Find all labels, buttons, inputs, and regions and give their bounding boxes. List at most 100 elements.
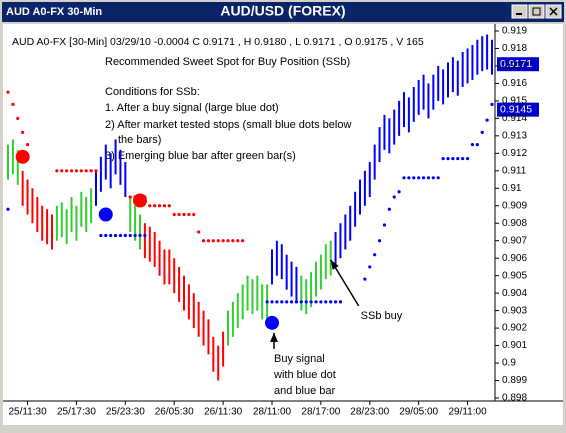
notes: Recommended Sweet Spot for Buy Position … xyxy=(105,56,351,162)
stop-dot xyxy=(143,233,147,238)
y-tick-label: 0.912 xyxy=(502,148,527,159)
stop-dot xyxy=(172,212,176,217)
maximize-button[interactable] xyxy=(528,4,545,19)
stop-dot xyxy=(309,300,313,304)
stop-dot xyxy=(461,156,465,161)
stop-dot xyxy=(402,176,406,180)
title-bar xyxy=(2,2,564,22)
stop-dot xyxy=(431,176,435,180)
stop-dot xyxy=(265,300,269,304)
y-tick-label: 0.901 xyxy=(502,340,527,351)
stop-dot xyxy=(451,156,455,161)
stop-dot xyxy=(157,204,162,208)
stop-dot xyxy=(197,230,201,234)
y-tick-label: 0.905 xyxy=(502,270,527,281)
note-text: 1. After a buy signal (large blue dot) xyxy=(105,102,279,114)
stop-dot xyxy=(329,300,333,304)
y-tick-label: 0.911 xyxy=(502,165,527,176)
maximize-icon xyxy=(532,7,541,16)
signal-dot xyxy=(15,149,30,164)
stop-dot xyxy=(421,176,426,180)
price-label-box xyxy=(497,57,539,72)
annotation: Buy signal xyxy=(274,353,325,365)
stop-dot xyxy=(162,204,167,208)
stop-dot xyxy=(25,142,30,147)
stop-dot xyxy=(470,142,475,147)
stop-dot xyxy=(319,300,323,304)
stop-dot xyxy=(465,156,470,161)
x-tick-label: 25/23:30 xyxy=(106,407,145,418)
window-title: AUD A0-FX 30-Min xyxy=(6,6,102,18)
stop-dot xyxy=(377,239,382,243)
note-text: the bars) xyxy=(118,134,161,146)
y-tick-label: 0.904 xyxy=(502,288,527,299)
x-tick-label: 28/17:00 xyxy=(301,407,340,418)
y-tick-label: 0.899 xyxy=(502,375,527,386)
y-tick-label: 0.916 xyxy=(502,78,527,89)
stop-dot xyxy=(412,176,416,180)
stop-dot xyxy=(89,169,93,173)
stop-dot xyxy=(55,169,59,173)
stop-dot xyxy=(475,142,479,147)
stop-dot xyxy=(299,300,303,304)
stop-dot xyxy=(84,169,88,173)
stop-dot xyxy=(104,233,108,238)
stop-dot xyxy=(226,239,230,243)
y-tick-label: 0.908 xyxy=(502,218,527,229)
stop-dot xyxy=(324,300,328,304)
y-tick-label: 0.913 xyxy=(502,130,527,141)
stop-dot xyxy=(211,239,215,243)
stop-dot xyxy=(11,102,15,106)
stop-dot xyxy=(167,204,171,208)
stop-dot xyxy=(436,176,440,180)
y-tick-label: 0.898 xyxy=(502,393,527,404)
price-label: 0.9145 xyxy=(500,103,532,115)
stop-dot xyxy=(285,300,289,304)
stop-dot xyxy=(99,233,103,238)
y-tick-label: 0.9 xyxy=(502,358,516,369)
minimize-button[interactable] xyxy=(511,4,528,19)
stop-dot xyxy=(79,169,83,173)
stop-dot xyxy=(363,277,367,281)
x-tick-label: 26/05:30 xyxy=(155,407,194,418)
stop-dot xyxy=(294,300,299,304)
stop-dot xyxy=(182,212,186,217)
stop-dot xyxy=(338,300,343,304)
chart-title: AUD/USD (FOREX) xyxy=(220,3,345,19)
annotation-arrowhead xyxy=(270,332,278,342)
stop-dot xyxy=(192,212,196,217)
y-tick-label: 0.919 xyxy=(502,26,527,37)
stop-dot xyxy=(21,130,25,134)
stop-dot xyxy=(231,239,235,243)
signal-dot xyxy=(133,193,147,208)
stop-dot xyxy=(177,212,181,217)
stop-dot xyxy=(289,300,294,304)
window-buttons[interactable] xyxy=(511,4,562,19)
stop-dot xyxy=(69,169,74,173)
stop-dot xyxy=(382,223,387,227)
x-tick-label: 28/23:00 xyxy=(350,407,389,418)
y-tick-label: 0.918 xyxy=(502,43,527,54)
stop-dot xyxy=(373,253,377,257)
stop-dot xyxy=(148,204,152,208)
y-tick-label: 0.903 xyxy=(502,305,527,316)
header-text: AUD A0-FX [30-Min] 03/29/10 -0.0004 C 0.… xyxy=(12,36,424,48)
y-tick-label: 0.902 xyxy=(502,323,527,334)
stop-dot xyxy=(397,190,401,194)
note-text: 3) Emerging blue bar after green bar(s) xyxy=(105,150,296,162)
stop-dot xyxy=(60,169,64,173)
stop-dot xyxy=(128,195,132,199)
stop-dot xyxy=(368,265,372,269)
y-tick-label: 0.907 xyxy=(502,235,527,246)
stop-dot xyxy=(407,176,411,180)
plot: SSb buy Buy signal with blue dot and blue b… xyxy=(6,34,539,397)
price-label: 0.9171 xyxy=(500,58,532,70)
stop-dot xyxy=(6,90,10,94)
stop-dot xyxy=(206,239,211,243)
stop-dot xyxy=(113,233,118,238)
stop-dot xyxy=(441,156,445,161)
signal-dot xyxy=(265,315,279,330)
stop-dot xyxy=(426,176,431,180)
stop-dot xyxy=(236,239,240,243)
